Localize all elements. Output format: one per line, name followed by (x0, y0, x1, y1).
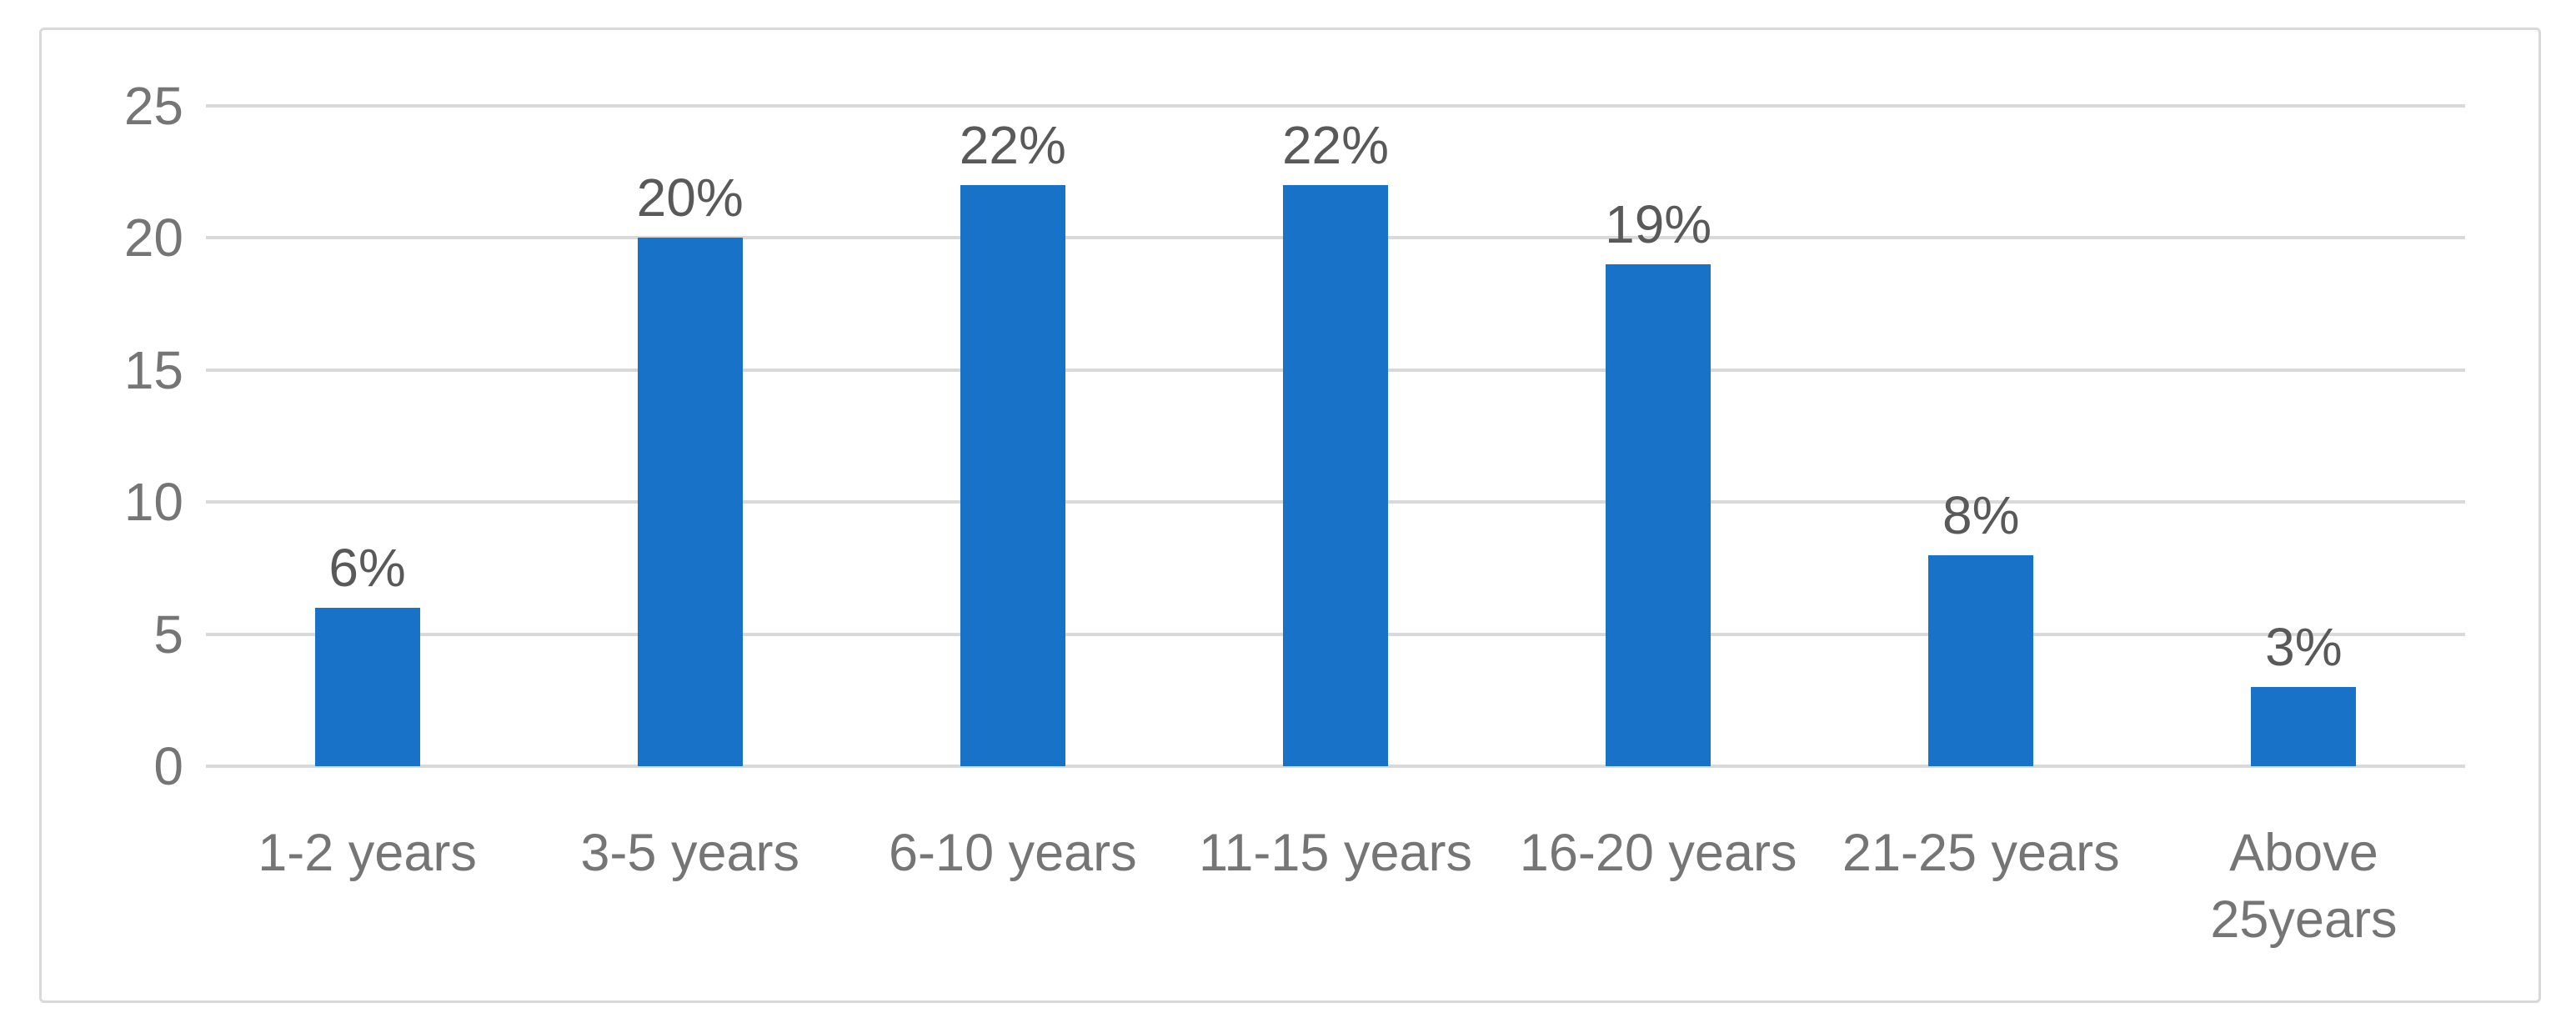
gridline-0 (206, 765, 2465, 768)
data-label-1-2 years: 6% (328, 537, 406, 598)
bar-1-2 years (314, 607, 420, 766)
x-tick-label-21-25 years: 21-25 years (1842, 824, 2120, 882)
x-tick-label-3-5 years: 3-5 years (580, 824, 800, 882)
x-axis: 1-2 years 3-5 years 6-10 years 11-15 years 1… (206, 820, 2465, 953)
plot-area: 6% 20% 22% 22% 19% 8% 3% (206, 104, 2465, 768)
bar-3-5 years (637, 238, 743, 766)
y-tick-label-5: 5 (153, 604, 183, 664)
data-label-16-20 years: 19% (1605, 194, 1712, 255)
x-tick-label-6-10 years: 6-10 years (889, 824, 1137, 882)
y-tick-label-15: 15 (123, 339, 183, 400)
bar-21-25 years (1928, 554, 2034, 766)
bar-6-10 years (960, 185, 1065, 766)
x-tick-label-16-20 years: 16-20 years (1519, 824, 1797, 882)
data-label-21-25 years: 8% (1942, 484, 2020, 545)
bar-chart: 6% 20% 22% 22% 19% 8% 3% 0 5 10 15 20 25 1-2 years 3-5… (39, 28, 2541, 1003)
data-label-Above 25years: 3% (2265, 616, 2343, 677)
data-label-11-15 years: 22% (1281, 115, 1390, 176)
bar-16-20 years (1606, 264, 1711, 766)
data-label-6-10 years: 22% (959, 115, 1066, 176)
x-tick-label-Above 25years: Above 25years (2210, 824, 2398, 949)
y-tick-label-25: 25 (123, 76, 183, 136)
bar-11-15 years (1283, 185, 1388, 766)
bar-Above 25years (2251, 686, 2357, 766)
data-label-3-5 years: 20% (636, 168, 744, 228)
y-tick-label-20: 20 (123, 208, 183, 268)
y-tick-label-10: 10 (123, 472, 183, 533)
y-tick-label-0: 0 (153, 736, 183, 796)
gridline-25 (206, 104, 2465, 108)
x-tick-label-1-2 years: 1-2 years (258, 824, 477, 882)
x-tick-label-11-15 years: 11-15 years (1198, 824, 1472, 882)
